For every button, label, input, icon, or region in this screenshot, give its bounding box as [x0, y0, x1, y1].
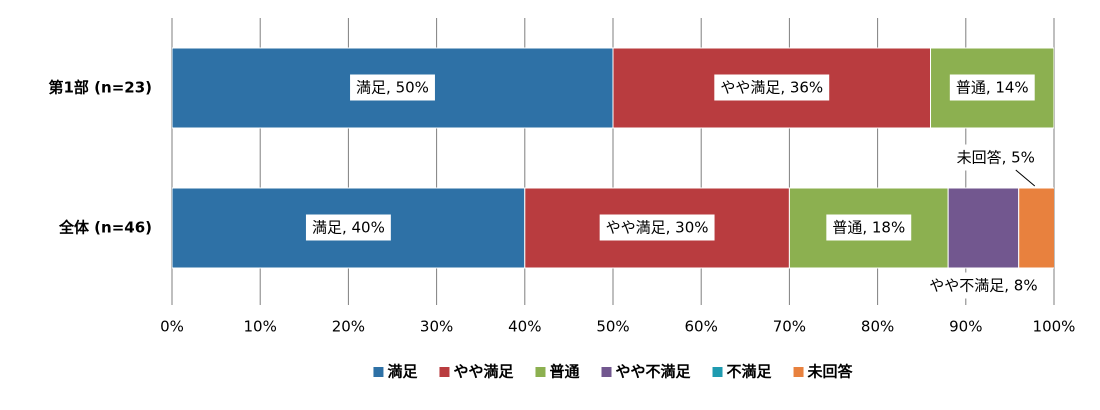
- data-label-box: [949, 74, 1035, 101]
- data-label-box: [350, 74, 435, 101]
- legend-swatch: [373, 367, 384, 377]
- legend-label: やや満足: [453, 363, 514, 381]
- x-tick-label: 0%: [160, 318, 184, 336]
- x-tick-label: 70%: [773, 318, 806, 336]
- legend-swatch: [601, 367, 612, 377]
- data-label-box: [714, 74, 830, 101]
- data-label: やや不満足, 8%: [929, 277, 1037, 295]
- data-label-box: [305, 214, 391, 241]
- data-label: やや満足, 36%: [720, 79, 823, 97]
- bar-segment: [947, 187, 1020, 269]
- x-tick-label: 80%: [861, 318, 894, 336]
- x-tick-label: 60%: [685, 318, 718, 336]
- x-tick-label: 10%: [244, 318, 277, 336]
- x-tick-label: 50%: [596, 318, 629, 336]
- labels: 0% 10% 20% 30% 40% 50% 60% 70% 80% 90% 100% 第1部 (n=…: [49, 74, 1076, 336]
- x-tick-label: 20%: [332, 318, 365, 336]
- data-label: 普通, 14%: [956, 79, 1029, 97]
- category-label: 第1部 (n=23): [49, 79, 153, 97]
- x-tick-label: 40%: [508, 318, 541, 336]
- legend-label: 普通: [549, 363, 579, 381]
- legend-label: 未回答: [807, 363, 854, 381]
- data-label: 満足, 40%: [312, 219, 385, 237]
- data-label-box: [950, 144, 1041, 171]
- data-label-box: [923, 272, 1044, 299]
- legend-swatch: [793, 367, 804, 377]
- data-label: やや満足, 30%: [606, 219, 709, 237]
- legend: 満足 やや満足 普通 やや不満足 不満足 未回答: [373, 363, 854, 381]
- category-label: 全体 (n=46): [58, 219, 152, 237]
- data-label: 普通, 18%: [832, 219, 905, 237]
- leader-line: [1015, 169, 1036, 187]
- x-tick-label: 100%: [1033, 318, 1076, 336]
- legend-label: やや不満足: [616, 363, 692, 381]
- x-tick-label: 30%: [420, 318, 453, 336]
- data-label-box: [826, 214, 912, 241]
- bar-segment: [1018, 187, 1054, 269]
- legend-label: 不満足: [727, 363, 773, 381]
- x-tick-label: 90%: [949, 318, 982, 336]
- legend-swatch: [439, 367, 450, 377]
- legend-label: 満足: [387, 363, 418, 381]
- legend-swatch: [535, 367, 546, 377]
- data-label-box: [599, 214, 715, 241]
- legend-swatch: [712, 367, 723, 377]
- data-label: 満足, 50%: [356, 79, 429, 97]
- data-label: 未回答, 5%: [957, 149, 1035, 167]
